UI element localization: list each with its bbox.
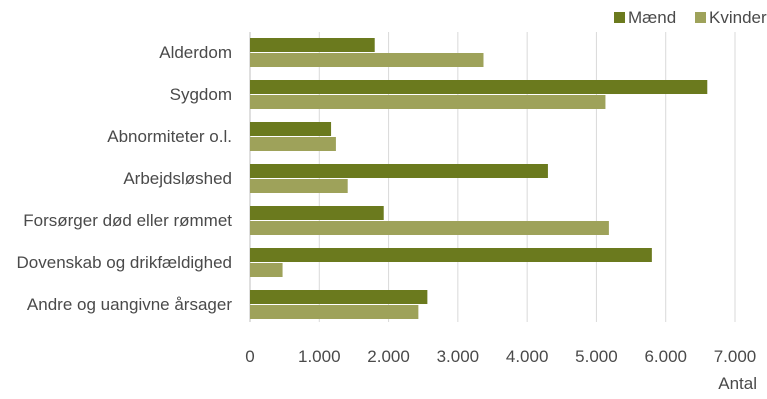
category-label-andre-og-uangivne-aarsager: Andre og uangivne årsager <box>27 295 232 314</box>
bar-maend-forsoerger-doed-eller-roemmet <box>250 206 384 220</box>
bar-kvinder-sygdom <box>250 95 606 109</box>
bar-maend-sygdom <box>250 80 708 94</box>
x-tick-label-1: 1.000 <box>298 347 341 366</box>
category-label-alderdom: Alderdom <box>159 43 232 62</box>
x-tick-label-2: 2.000 <box>367 347 410 366</box>
category-label-abnormiteter-o-l: Abnormiteter o.l. <box>107 127 232 146</box>
legend-swatch-maend <box>614 12 625 23</box>
bar-maend-alderdom <box>250 38 375 52</box>
bar-maend-andre-og-uangivne-aarsager <box>250 290 428 304</box>
bar-maend-abnormiteter-o-l <box>250 122 332 136</box>
bar-kvinder-andre-og-uangivne-aarsager <box>250 305 419 319</box>
x-tick-label-4: 4.000 <box>506 347 549 366</box>
bar-kvinder-arbejdsloeshed <box>250 179 348 193</box>
x-axis-label: Antal <box>718 374 757 393</box>
category-label-sygdom: Sygdom <box>170 85 232 104</box>
bars <box>250 38 708 319</box>
category-label-arbejdsloeshed: Arbejdsløshed <box>123 169 232 188</box>
legend-label-kvinder: Kvinder <box>709 8 767 27</box>
bar-maend-arbejdsloeshed <box>250 164 548 178</box>
x-tick-label-6: 6.000 <box>644 347 687 366</box>
x-tick-label-5: 5.000 <box>575 347 618 366</box>
x-tick-label-0: 0 <box>245 347 254 366</box>
legend-label-maend: Mænd <box>628 8 676 27</box>
category-label-dovenskab-og-drikfaeldighed: Dovenskab og drikfældighed <box>17 253 232 272</box>
x-tick-label-3: 3.000 <box>437 347 480 366</box>
bar-kvinder-abnormiteter-o-l <box>250 137 336 151</box>
x-tick-label-7: 7.000 <box>714 347 757 366</box>
legend-swatch-kvinder <box>695 12 706 23</box>
category-label-forsoerger-doed-eller-roemmet: Forsørger død eller rømmet <box>23 211 232 230</box>
legend: Mænd Kvinder <box>614 8 767 27</box>
bar-kvinder-alderdom <box>250 53 484 67</box>
x-tick-labels: 0 1.000 2.000 3.000 4.000 5.000 6.000 7.000 <box>245 347 756 366</box>
bar-maend-dovenskab-og-drikfaeldighed <box>250 248 652 262</box>
category-labels: Alderdom Sygdom Abnormiteter o.l. Arbejdslø… <box>17 43 233 314</box>
bar-kvinder-forsoerger-doed-eller-roemmet <box>250 221 609 235</box>
bar-kvinder-dovenskab-og-drikfaeldighed <box>250 263 283 277</box>
